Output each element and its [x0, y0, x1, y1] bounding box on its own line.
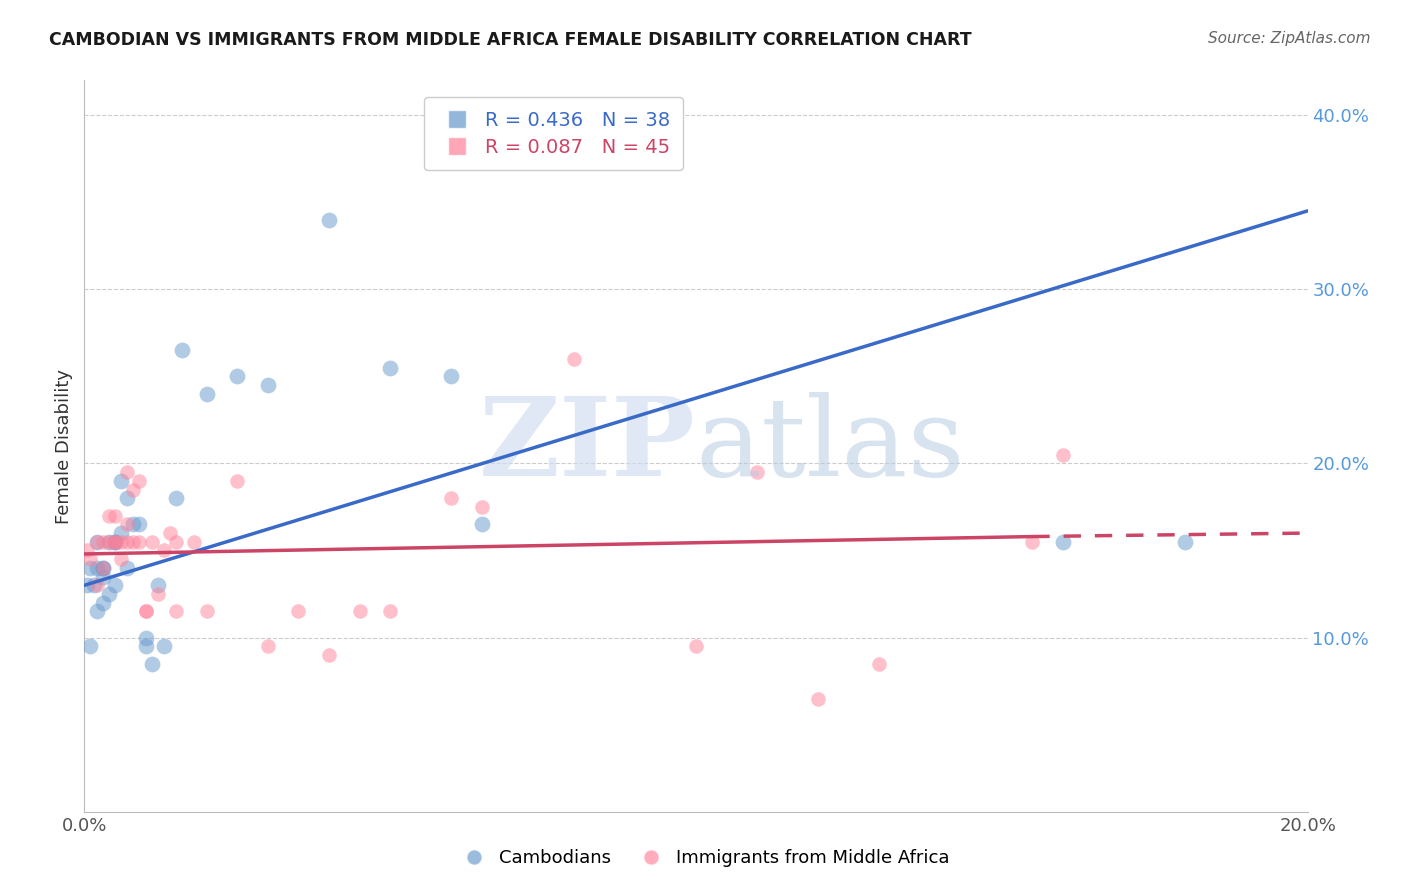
Point: [86, 534, 108, 549]
Point: [104, 534, 127, 549]
Point: [141, 534, 163, 549]
Text: CAMBODIAN VS IMMIGRANTS FROM MIDDLE AFRICA FEMALE DISABILITY CORRELATION CHART: CAMBODIAN VS IMMIGRANTS FROM MIDDLE AFRI…: [49, 31, 972, 49]
Point: [104, 534, 127, 549]
Point: [146, 578, 169, 592]
Y-axis label: Female Disability: Female Disability: [55, 368, 73, 524]
Point: [349, 604, 371, 618]
Point: [86, 534, 108, 549]
Point: [562, 351, 585, 366]
Text: atlas: atlas: [696, 392, 966, 500]
Point: [115, 534, 138, 549]
Point: [122, 534, 145, 549]
Point: [135, 640, 157, 654]
Point: [86, 561, 108, 575]
Point: [79, 640, 101, 654]
Point: [91, 561, 114, 575]
Point: [1052, 534, 1074, 549]
Point: [165, 604, 187, 618]
Point: [226, 369, 249, 384]
Point: [141, 657, 163, 671]
Text: Source: ZipAtlas.com: Source: ZipAtlas.com: [1208, 31, 1371, 46]
Point: [165, 491, 187, 506]
Point: [86, 604, 108, 618]
Point: [79, 552, 101, 566]
Point: [110, 534, 132, 549]
Point: [1052, 448, 1074, 462]
Point: [79, 561, 101, 575]
Point: [110, 552, 132, 566]
Point: [128, 517, 150, 532]
Point: [115, 517, 138, 532]
Point: [287, 604, 309, 618]
Point: [318, 648, 340, 662]
Point: [104, 508, 127, 523]
Point: [159, 526, 181, 541]
Point: [440, 491, 463, 506]
Point: [97, 534, 120, 549]
Point: [104, 534, 127, 549]
Point: [1021, 534, 1043, 549]
Point: [869, 657, 891, 671]
Point: [104, 534, 127, 549]
Point: [226, 474, 249, 488]
Point: [86, 578, 108, 592]
Point: [104, 578, 127, 592]
Point: [807, 691, 830, 706]
Point: [471, 517, 494, 532]
Point: [122, 483, 145, 497]
Point: [135, 604, 157, 618]
Point: [110, 474, 132, 488]
Point: [135, 604, 157, 618]
Point: [97, 587, 120, 601]
Point: [1174, 534, 1197, 549]
Point: [91, 569, 114, 583]
Point: [146, 587, 169, 601]
Point: [91, 561, 114, 575]
Point: [257, 640, 280, 654]
Point: [747, 465, 769, 479]
Point: [318, 212, 340, 227]
Point: [97, 534, 120, 549]
Point: [257, 378, 280, 392]
Point: [76, 578, 98, 592]
Point: [115, 561, 138, 575]
Point: [153, 543, 176, 558]
Point: [380, 360, 402, 375]
Point: [440, 369, 463, 384]
Point: [128, 474, 150, 488]
Legend: R = 0.436   N = 38, R = 0.087   N = 45: R = 0.436 N = 38, R = 0.087 N = 45: [425, 97, 683, 170]
Point: [97, 508, 120, 523]
Point: [172, 343, 194, 358]
Point: [91, 596, 114, 610]
Point: [115, 491, 138, 506]
Point: [115, 465, 138, 479]
Point: [685, 640, 707, 654]
Point: [380, 604, 402, 618]
Point: [83, 578, 105, 592]
Point: [91, 534, 114, 549]
Point: [195, 386, 218, 401]
Legend: Cambodians, Immigrants from Middle Africa: Cambodians, Immigrants from Middle Afric…: [449, 842, 957, 874]
Point: [471, 500, 494, 514]
Point: [165, 534, 187, 549]
Point: [110, 526, 132, 541]
Point: [153, 640, 176, 654]
Point: [183, 534, 205, 549]
Point: [195, 604, 218, 618]
Point: [128, 534, 150, 549]
Text: ZIP: ZIP: [479, 392, 696, 500]
Point: [91, 561, 114, 575]
Point: [135, 631, 157, 645]
Point: [122, 517, 145, 532]
Point: [76, 543, 98, 558]
